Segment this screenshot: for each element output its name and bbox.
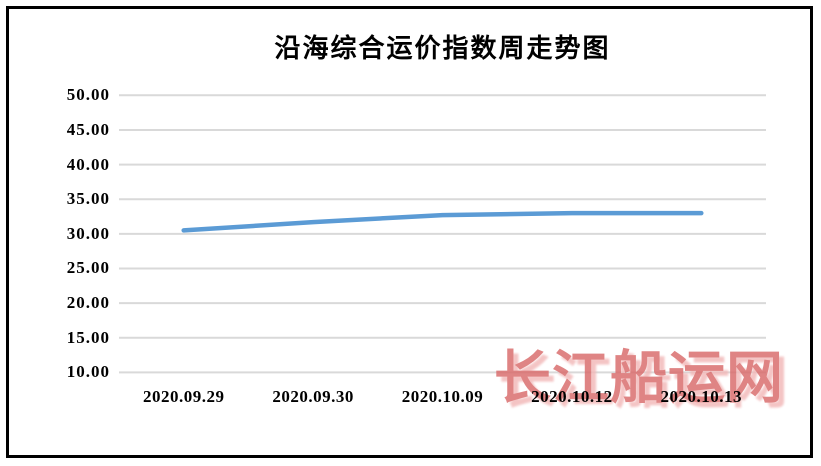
x-tick-label: 2020.10.09 [401, 387, 484, 406]
x-tick-label: 2020.10.13 [660, 387, 743, 406]
y-tick-label: 40.00 [66, 154, 110, 174]
data-line [181, 210, 704, 233]
y-tick-label: 50.00 [66, 85, 110, 105]
y-tick-label: 10.00 [66, 362, 110, 382]
x-tick-label: 2020.09.29 [142, 387, 225, 406]
y-tick-label: 45.00 [66, 119, 110, 139]
y-tick-label: 15.00 [66, 327, 110, 347]
y-tick-label: 35.00 [66, 189, 110, 209]
x-tick-label: 2020.09.30 [272, 387, 354, 406]
y-tick-label: 30.00 [66, 223, 110, 243]
x-tick-label: 2020.10.12 [531, 387, 613, 406]
chart-title: 沿海综合运价指数周走势图 [274, 34, 611, 63]
y-tick-label: 20.00 [66, 293, 110, 313]
y-tick-label: 25.00 [66, 258, 110, 278]
